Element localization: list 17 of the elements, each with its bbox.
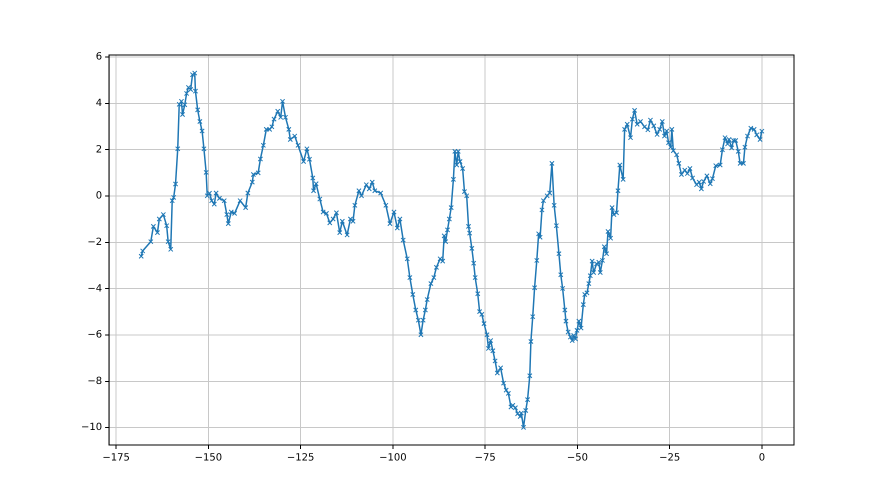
y-tick-label: −8 (87, 376, 102, 387)
x-tick-label: −75 (474, 452, 496, 464)
y-tick-label: −4 (87, 283, 102, 294)
y-tick-label: 4 (96, 98, 102, 109)
y-tick-label: 6 (96, 52, 102, 63)
y-tick-label: −2 (87, 236, 102, 248)
x-tick-label: −100 (379, 452, 407, 464)
x-tick-label: −175 (102, 452, 130, 464)
x-tick-label: −125 (286, 452, 314, 464)
x-tick-label: −50 (566, 452, 588, 464)
y-tick-label: −6 (87, 330, 102, 341)
x-tick-label: −25 (659, 452, 680, 464)
y-tick-label: −10 (80, 422, 102, 434)
y-tick-label: 0 (96, 190, 102, 202)
y-tick-label: 2 (96, 144, 102, 156)
x-tick-label: 0 (758, 452, 766, 464)
x-tick-label: −150 (194, 452, 222, 464)
